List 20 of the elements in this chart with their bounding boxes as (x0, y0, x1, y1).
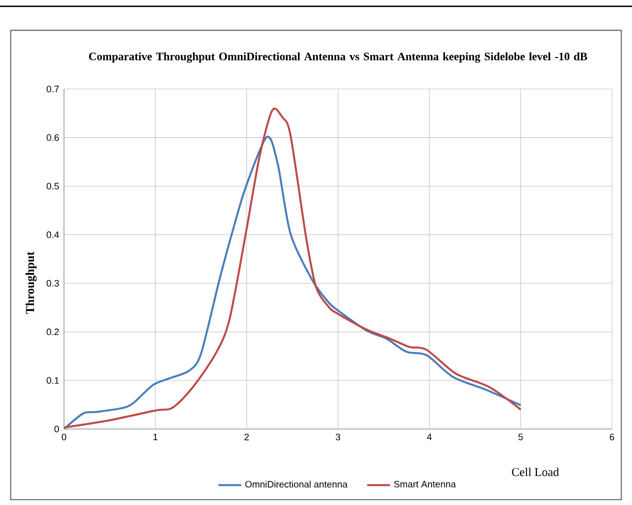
y-tick-label: 0.3 (46, 280, 59, 287)
y-tick-label: 0.5 (46, 182, 59, 190)
chart-title: Comparative Throughput OmniDirectional Antenna vs Smart Antenna keeping Sidelobe level -10 dB (89, 52, 588, 63)
y-axis-title: Throughput (26, 252, 37, 314)
x-tick-label: 6 (610, 434, 614, 440)
y-tick-label: 0.2 (46, 328, 59, 336)
y-tick-label: 0.6 (46, 134, 59, 141)
legend-label: Smart Antenna (394, 480, 456, 488)
y-tick-label: 0 (54, 426, 59, 432)
y-tick-label: 0.1 (46, 377, 59, 384)
legend-label: OmniDirectional antenna (245, 480, 348, 488)
x-axis-title: Cell Load (512, 468, 559, 476)
x-tick-label: 1 (153, 434, 158, 440)
y-tick-label: 0.4 (46, 231, 60, 238)
y-tick-label: 0.7 (46, 86, 59, 92)
x-tick-label: 5 (518, 434, 523, 440)
x-tick-label: 2 (244, 434, 249, 440)
x-tick-label: 0 (62, 434, 66, 440)
x-tick-label: 4 (426, 434, 432, 440)
x-tick-label: 3 (336, 434, 340, 440)
